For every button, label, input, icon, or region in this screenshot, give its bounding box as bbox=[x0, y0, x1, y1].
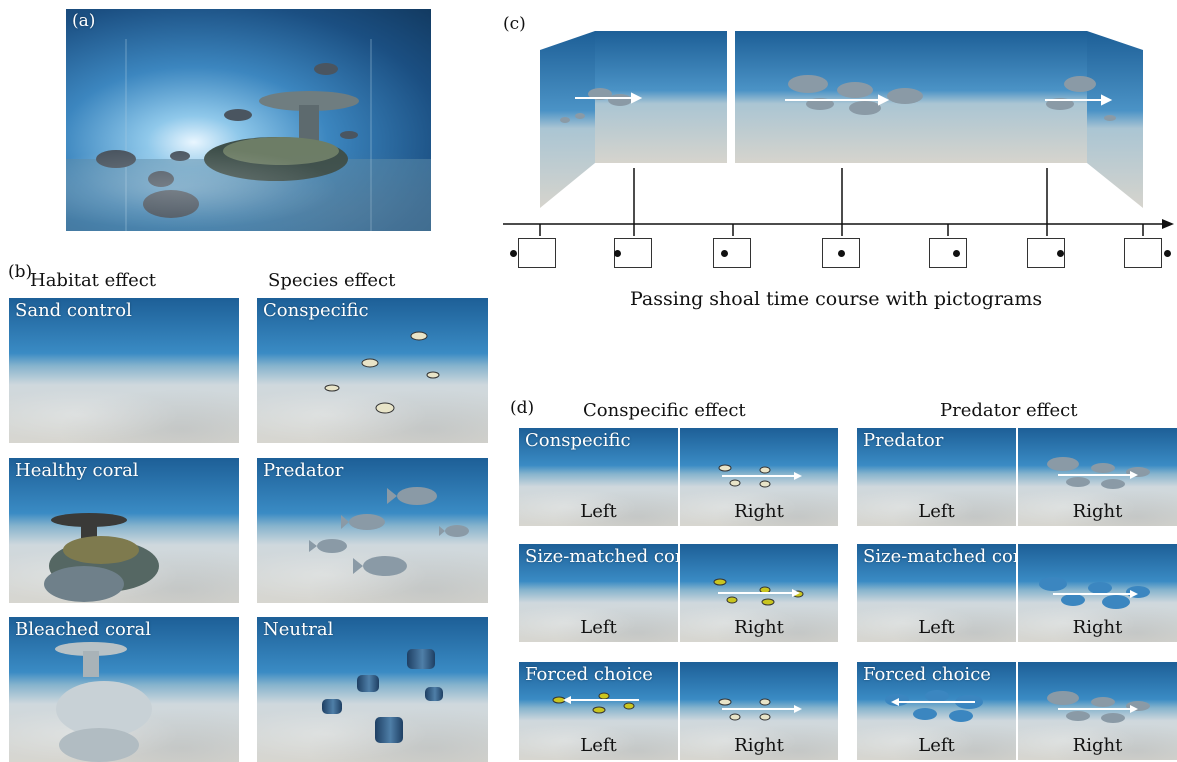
fish-icon bbox=[721, 250, 728, 257]
habitat-bleached-coral-label: Bleached coral bbox=[15, 619, 151, 640]
neutral-object bbox=[322, 699, 342, 714]
predator-row1-left: Predator Left bbox=[857, 428, 1016, 526]
habitat-sand-control: Sand control bbox=[9, 298, 239, 443]
right-label: Right bbox=[734, 617, 784, 638]
pictogram-7 bbox=[1124, 238, 1171, 268]
conspecific-row2-left: Size-matched control Left bbox=[519, 544, 678, 642]
predator-row3-left: Forced choice Left bbox=[857, 662, 1016, 760]
right-label: Right bbox=[1072, 501, 1123, 522]
conspecific-row1-right: Right bbox=[680, 428, 838, 526]
fish-icon bbox=[1057, 250, 1064, 257]
panel-c-letter: (c) bbox=[503, 14, 526, 34]
passing-shoal-diagram bbox=[503, 31, 1174, 236]
left-label: Left bbox=[918, 735, 955, 756]
time-axis-arrowhead bbox=[1162, 219, 1174, 229]
predator-effect-title: Predator effect bbox=[940, 400, 1078, 421]
species-neutral-label: Neutral bbox=[263, 619, 334, 640]
left-label: Left bbox=[580, 735, 617, 756]
predator-fish-icon bbox=[1047, 457, 1150, 489]
species-predator: Predator bbox=[257, 458, 488, 603]
passing-shoal-caption: Passing shoal time course with pictogram… bbox=[630, 288, 1043, 310]
fish-icon bbox=[324, 331, 440, 414]
pictogram-6 bbox=[1027, 238, 1065, 268]
neutral-object bbox=[407, 649, 435, 669]
fish-icon bbox=[718, 464, 802, 488]
right-label: Right bbox=[1072, 735, 1123, 756]
healthy-coral-icon bbox=[44, 513, 159, 602]
neutral-object bbox=[357, 675, 379, 692]
left-label: Left bbox=[918, 501, 955, 522]
species-predator-label: Predator bbox=[263, 460, 344, 481]
predator-fish-icon bbox=[309, 487, 469, 576]
habitat-sand-control-label: Sand control bbox=[15, 300, 132, 321]
conspecific-row1-label: Conspecific bbox=[525, 430, 631, 451]
species-conspecific: Conspecific bbox=[257, 298, 488, 443]
coral-icon bbox=[66, 39, 431, 231]
left-label: Left bbox=[918, 617, 955, 638]
pictogram-4 bbox=[822, 238, 860, 268]
fish-icon bbox=[953, 250, 960, 257]
predator-row2-label: Size-matched control bbox=[863, 546, 1016, 567]
conspecific-effect-title: Conspecific effect bbox=[583, 400, 746, 421]
neutral-object bbox=[425, 687, 443, 701]
neutral-object bbox=[375, 717, 403, 743]
species-conspecific-label: Conspecific bbox=[263, 300, 369, 321]
predator-row3-right: Right bbox=[1018, 662, 1177, 760]
habitat-effect-title: Habitat effect bbox=[30, 270, 157, 291]
fish-icon bbox=[614, 250, 621, 257]
pictogram-5 bbox=[929, 238, 967, 268]
aquarium-photo: (a) bbox=[66, 9, 431, 231]
predator-row2-left: Size-matched control Left bbox=[857, 544, 1016, 642]
conspecific-row2-label: Size-matched control bbox=[525, 546, 678, 567]
pictogram-3 bbox=[713, 238, 751, 268]
pictogram-1 bbox=[510, 238, 556, 268]
fish-icon bbox=[510, 250, 517, 257]
habitat-healthy-coral-label: Healthy coral bbox=[15, 460, 139, 481]
pictogram-2 bbox=[614, 238, 652, 268]
predator-row2-right: Right bbox=[1018, 544, 1177, 642]
fish-icon bbox=[1164, 250, 1171, 257]
right-wall-front bbox=[955, 31, 1087, 163]
panel-a-letter: (a) bbox=[72, 11, 96, 31]
right-label: Right bbox=[734, 501, 784, 522]
right-label: Right bbox=[734, 735, 784, 756]
right-label: Right bbox=[1072, 617, 1123, 638]
species-neutral: Neutral bbox=[257, 617, 488, 762]
fish-icon bbox=[838, 250, 845, 257]
conspecific-row3-left: Forced choice Left bbox=[519, 662, 678, 760]
conspecific-row2-right: Right bbox=[680, 544, 838, 642]
fish-icon bbox=[718, 698, 802, 721]
fish-icon bbox=[885, 690, 983, 722]
fish-icon bbox=[552, 692, 639, 714]
predator-row3-label: Forced choice bbox=[863, 664, 991, 685]
predator-row1-label: Predator bbox=[863, 430, 944, 451]
predator-fish-icon bbox=[1047, 691, 1150, 723]
panel-b-letter: (b) bbox=[8, 262, 33, 282]
conspecific-row3-label: Forced choice bbox=[525, 664, 653, 685]
species-effect-title: Species effect bbox=[268, 270, 396, 291]
conspecific-row3-right: Right bbox=[680, 662, 838, 760]
predator-row1-right: Right bbox=[1018, 428, 1177, 526]
bleached-coral-icon bbox=[55, 642, 152, 762]
panel-d-letter: (d) bbox=[510, 398, 535, 418]
left-label: Left bbox=[580, 617, 617, 638]
habitat-healthy-coral: Healthy coral bbox=[9, 458, 239, 603]
fish-icon bbox=[1039, 577, 1150, 609]
habitat-bleached-coral: Bleached coral bbox=[9, 617, 239, 762]
fish-icon bbox=[713, 578, 804, 606]
conspecific-row1-left: Conspecific Left bbox=[519, 428, 678, 526]
left-label: Left bbox=[580, 501, 617, 522]
